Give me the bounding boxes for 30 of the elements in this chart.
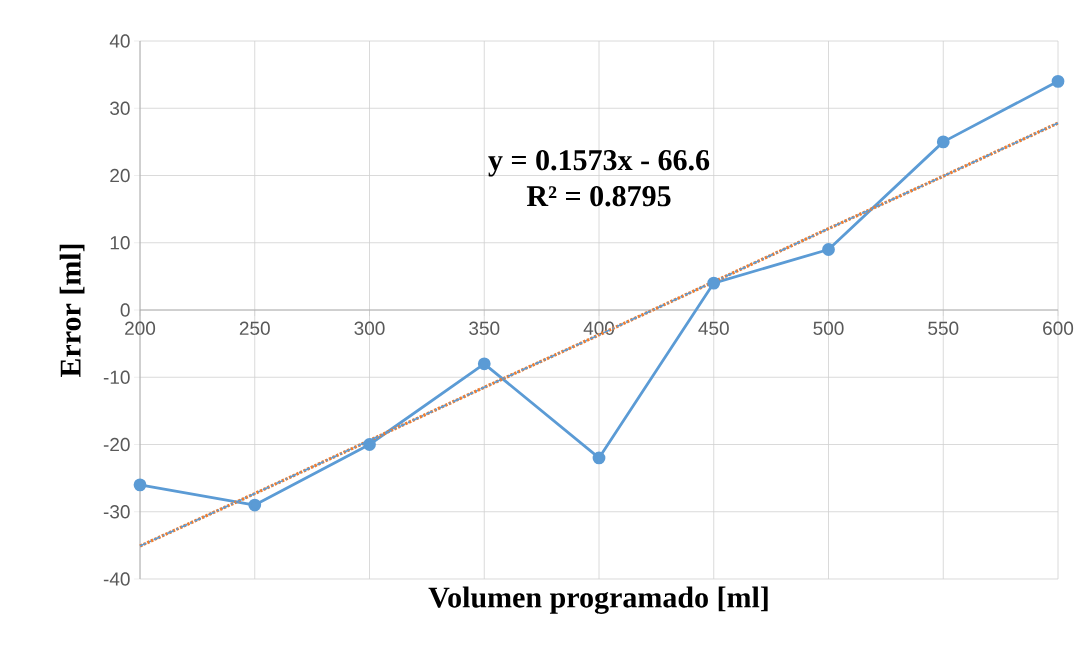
point (1051, 74, 1065, 88)
x-tick-label: 350 (469, 321, 500, 335)
annotation: R² = 0.8795 (526, 186, 671, 207)
x-tick-label: 250 (239, 321, 270, 335)
x-tick-label: 500 (813, 321, 844, 335)
x-tick-label: 600 (1043, 321, 1074, 335)
x-axis-title: Volumen programado [ml] (428, 586, 768, 614)
point (936, 135, 950, 149)
y-tick-label: -40 (103, 572, 130, 586)
x-tick-label: 450 (698, 321, 729, 335)
y-axis-title: Error [ml] (59, 244, 85, 378)
y-tick-label: 20 (110, 168, 130, 183)
x-tick-label: 550 (928, 321, 959, 335)
y-tick-label: 30 (110, 101, 130, 115)
y-tick-label: 10 (110, 236, 130, 250)
point (363, 438, 376, 451)
point (592, 451, 606, 465)
y-tick-label: 40 (109, 34, 130, 48)
point (248, 498, 262, 512)
x-tick-label: 200 (125, 321, 156, 335)
point (477, 357, 491, 371)
y-tick-label: 0 (120, 303, 130, 317)
point (707, 276, 721, 290)
x-tick-label: 300 (354, 321, 385, 335)
point (133, 478, 147, 492)
y-tick-label: -20 (103, 437, 130, 452)
y-tick-label: -10 (103, 370, 130, 384)
annotation: y = 0.1573x - 66.6 (488, 150, 710, 177)
y-tick-label: -30 (103, 505, 130, 519)
point (822, 243, 835, 256)
